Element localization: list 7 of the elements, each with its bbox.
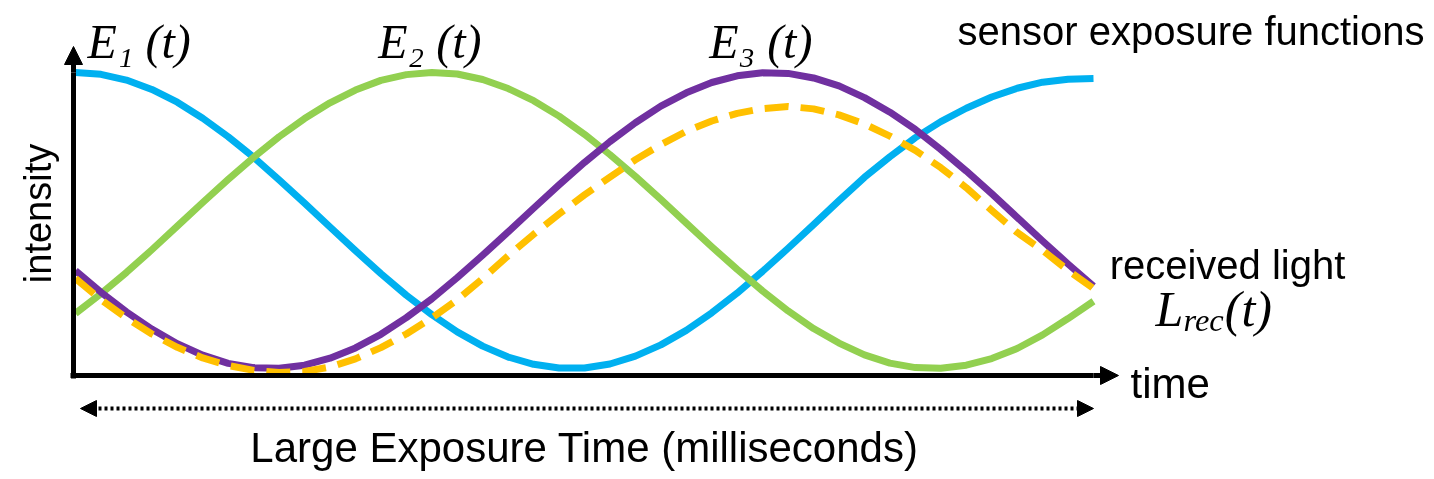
- series-label: E₃ (t): [708, 15, 813, 69]
- series-label: E₂ (t): [377, 15, 482, 69]
- text: sensor exposure functions: [957, 8, 1425, 53]
- y-axis-title: intensity: [16, 143, 59, 284]
- series-label: E₁ (t): [86, 15, 191, 69]
- text: Large Exposure Time (milliseconds): [250, 424, 918, 471]
- x-axis-title: time: [1130, 360, 1210, 407]
